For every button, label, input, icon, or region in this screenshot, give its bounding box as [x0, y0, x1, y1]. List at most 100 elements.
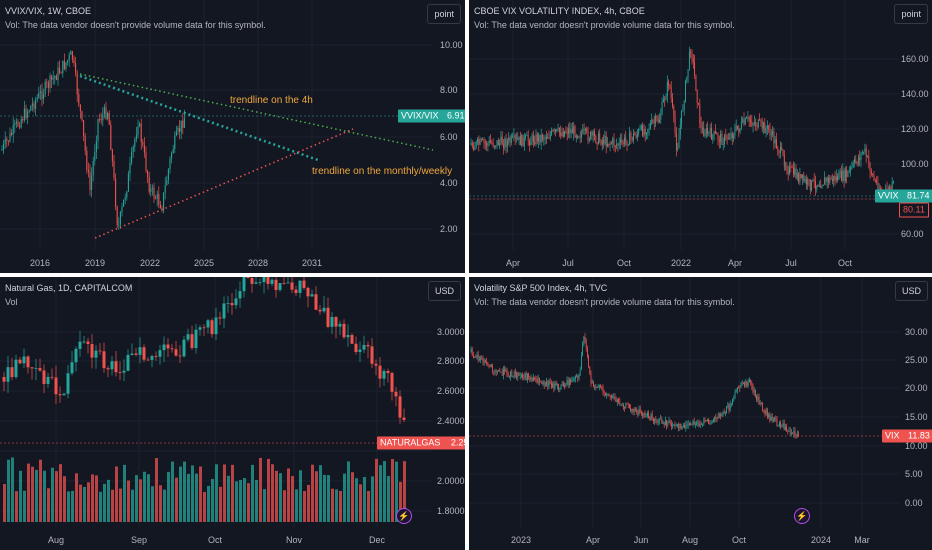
x-tick: Jul — [562, 258, 574, 268]
annotation-trendline-4h[interactable]: trendline on the 4h — [230, 95, 313, 106]
symbol-title[interactable]: CBOE VIX VOLATILITY INDEX, 4h, CBOE — [474, 6, 645, 16]
y-tick: 5.00 — [905, 469, 923, 479]
price-scale-unit-button[interactable]: USD — [894, 281, 928, 301]
price-tag-value: 81.74 — [907, 190, 930, 201]
price-scale-unit-button[interactable]: point — [427, 4, 461, 24]
x-tick: Apr — [585, 535, 601, 545]
price-tag-secondary[interactable]: 80.11 — [899, 202, 929, 218]
y-tick: 2.6000 — [437, 386, 465, 396]
symbol-title[interactable]: Volatility S&P 500 Index, 4h, TVC — [474, 283, 608, 293]
y-tick: 3.0000 — [437, 327, 465, 337]
volume-note: Vol: The data vendor doesn't provide vol… — [474, 20, 735, 30]
annotation-trendline-monthly[interactable]: trendline on the monthly/weekly — [312, 166, 453, 177]
price-tag-label: NATURALGAS — [380, 437, 441, 448]
x-tick: Oct — [837, 258, 853, 268]
price-tag-value: 11.83 — [908, 430, 930, 441]
price-tag-label: VIX — [885, 430, 900, 441]
y-tick: 10.00 — [905, 441, 928, 451]
chart-legend: Volatility S&P 500 Index, 4h, TVC Vol: T… — [474, 282, 735, 308]
x-tick: Mar — [854, 535, 870, 545]
candles — [470, 46, 894, 201]
y-tick: 2.8000 — [437, 356, 465, 366]
lightning-icon[interactable]: ⚡ — [794, 508, 810, 524]
y-tick: 2.00 — [440, 224, 458, 234]
price-scale-unit-button[interactable]: point — [894, 4, 928, 24]
x-tick: Oct — [207, 535, 223, 545]
y-tick: 4.00 — [440, 178, 458, 188]
y-tick: 1.8000 — [437, 506, 465, 516]
trendline-monthly-weekly[interactable] — [79, 74, 319, 162]
y-tick: 8.00 — [440, 85, 458, 95]
x-tick: Sep — [130, 535, 148, 545]
y-tick: 2.4000 — [437, 416, 465, 426]
x-tick: Oct — [731, 535, 747, 545]
y-tick: 160.00 — [901, 54, 929, 64]
y-tick: 0.00 — [905, 498, 923, 508]
lightning-icon[interactable]: ⚡ — [396, 508, 412, 524]
volume-note: Vol: The data vendor doesn't provide vol… — [5, 20, 266, 30]
candles — [470, 333, 799, 439]
price-scale-unit-button[interactable]: USD — [427, 281, 461, 301]
chart-pane-vix-sp500[interactable]: Volatility S&P 500 Index, 4h, TVC Vol: T… — [469, 277, 932, 550]
grid-lines — [469, 277, 899, 527]
chart-canvas[interactable] — [469, 277, 932, 550]
chart-pane-vix-4h[interactable]: CBOE VIX VOLATILITY INDEX, 4h, CBOE Vol:… — [469, 0, 932, 273]
price-tag-vix[interactable]: VIX 11.83 — [882, 429, 932, 443]
chart-legend: VVIX/VIX, 1W, CBOE Vol: The data vendor … — [5, 5, 266, 31]
x-tick: Nov — [285, 535, 303, 545]
x-tick: 2024 — [810, 535, 832, 545]
symbol-title[interactable]: VVIX/VIX, 1W, CBOE — [5, 6, 92, 16]
volume-bars — [3, 457, 406, 522]
volume-note: Vol: The data vendor doesn't provide vol… — [474, 297, 735, 307]
x-tick: 2025 — [193, 258, 215, 268]
x-tick: 2023 — [510, 535, 532, 545]
y-tick: 140.00 — [901, 89, 929, 99]
chart-canvas[interactable] — [0, 0, 465, 273]
candles — [2, 277, 406, 424]
trendline-4h[interactable] — [79, 73, 434, 151]
y-tick: 100.00 — [901, 159, 929, 169]
x-tick: 2022 — [139, 258, 161, 268]
grid-lines — [0, 0, 433, 250]
x-tick: Dec — [368, 535, 386, 545]
symbol-title[interactable]: Natural Gas, 1D, CAPITALCOM — [5, 283, 133, 293]
x-tick: Apr — [727, 258, 743, 268]
chart-pane-vvix-vix[interactable]: VVIX/VIX, 1W, CBOE Vol: The data vendor … — [0, 0, 465, 273]
x-tick: 2016 — [29, 258, 51, 268]
chart-pane-natural-gas[interactable]: Natural Gas, 1D, CAPITALCOM Vol USD 3.00… — [0, 277, 465, 550]
x-tick: Oct — [616, 258, 632, 268]
price-tag-label: VVIX — [878, 190, 899, 201]
chart-canvas[interactable] — [0, 277, 465, 550]
volume-label: Vol — [5, 297, 18, 307]
x-tick: 2022 — [670, 258, 692, 268]
price-tag-vvix[interactable]: VVIX 81.74 — [875, 189, 932, 203]
y-tick: 25.00 — [905, 355, 928, 365]
support-trendline[interactable] — [94, 128, 354, 239]
y-tick: 6.00 — [440, 132, 458, 142]
y-tick: 60.00 — [901, 229, 924, 239]
x-tick: Aug — [47, 535, 65, 545]
y-tick: 20.00 — [905, 383, 928, 393]
y-tick: 10.00 — [440, 40, 463, 50]
x-tick: Jul — [785, 258, 797, 268]
x-tick: Aug — [681, 535, 699, 545]
x-tick: Jun — [633, 535, 649, 545]
x-tick: 2028 — [247, 258, 269, 268]
chart-legend: Natural Gas, 1D, CAPITALCOM Vol — [5, 282, 132, 308]
y-tick: 30.00 — [905, 327, 928, 337]
chart-legend: CBOE VIX VOLATILITY INDEX, 4h, CBOE Vol:… — [474, 5, 735, 31]
x-tick: Apr — [505, 258, 521, 268]
candles — [1, 50, 185, 230]
y-tick: 2.0000 — [437, 476, 465, 486]
chart-canvas[interactable] — [469, 0, 932, 273]
x-tick: 2019 — [84, 258, 106, 268]
grid-lines — [469, 0, 899, 250]
price-tag-label: VVIX/VIX — [401, 110, 439, 121]
price-tag-value: 80.11 — [903, 204, 925, 215]
x-tick: 2031 — [301, 258, 323, 268]
y-tick: 15.00 — [905, 412, 928, 422]
y-tick: 120.00 — [901, 124, 929, 134]
price-tag-vvix-vix[interactable]: VVIX/VIX 6.91 — [398, 109, 465, 123]
